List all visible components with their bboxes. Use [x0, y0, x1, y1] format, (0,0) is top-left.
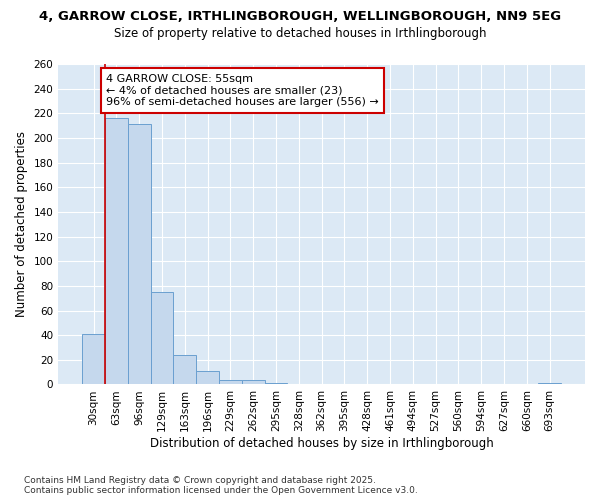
Text: Contains HM Land Registry data © Crown copyright and database right 2025.
Contai: Contains HM Land Registry data © Crown c…	[24, 476, 418, 495]
Bar	[173, 355, 196, 384]
Bar	[538, 383, 561, 384]
Text: 4, GARROW CLOSE, IRTHLINGBOROUGH, WELLINGBOROUGH, NN9 5EG: 4, GARROW CLOSE, IRTHLINGBOROUGH, WELLIN…	[39, 10, 561, 23]
Y-axis label: Number of detached properties: Number of detached properties	[15, 131, 28, 317]
Text: 4 GARROW CLOSE: 55sqm
← 4% of detached houses are smaller (23)
96% of semi-detac: 4 GARROW CLOSE: 55sqm ← 4% of detached h…	[106, 74, 379, 107]
Bar	[265, 383, 287, 384]
X-axis label: Distribution of detached houses by size in Irthlingborough: Distribution of detached houses by size …	[150, 437, 493, 450]
Bar	[242, 380, 265, 384]
Text: Size of property relative to detached houses in Irthlingborough: Size of property relative to detached ho…	[114, 28, 486, 40]
Bar	[82, 334, 105, 384]
Bar	[219, 380, 242, 384]
Bar	[105, 118, 128, 384]
Bar	[151, 292, 173, 384]
Bar	[128, 124, 151, 384]
Bar	[196, 371, 219, 384]
